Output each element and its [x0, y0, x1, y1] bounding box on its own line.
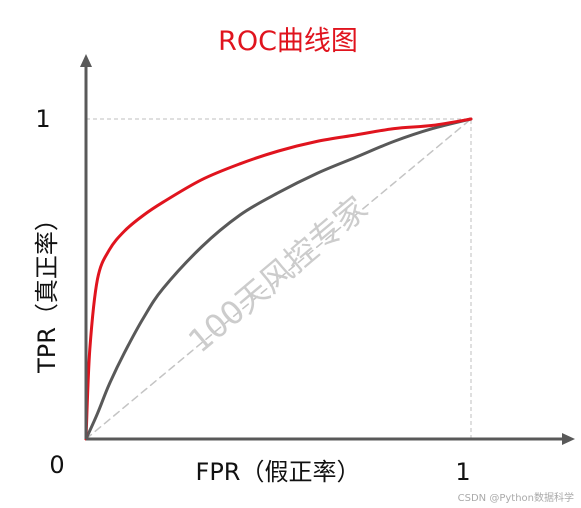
- axes: [80, 54, 575, 445]
- y-axis-label: TPR（真正率）: [33, 207, 61, 374]
- x-axis-arrow: [562, 433, 575, 445]
- x-tick-1: 1: [455, 458, 470, 486]
- series-layer: [84, 117, 473, 441]
- y-axis-arrow: [80, 54, 92, 67]
- credit: CSDN @Python数据科学: [458, 491, 574, 504]
- y-tick-1: 1: [35, 105, 50, 133]
- reference-guides: [86, 118, 472, 439]
- watermark: 100天风控专家: [181, 189, 375, 360]
- chart-title: ROC曲线图: [218, 26, 358, 57]
- x-axis-label: FPR（假正率）: [196, 458, 361, 486]
- series-line-0: [84, 117, 473, 441]
- x-tick-0: 0: [49, 451, 64, 479]
- series-line-2: [85, 118, 472, 440]
- series-line-1: [84, 117, 473, 441]
